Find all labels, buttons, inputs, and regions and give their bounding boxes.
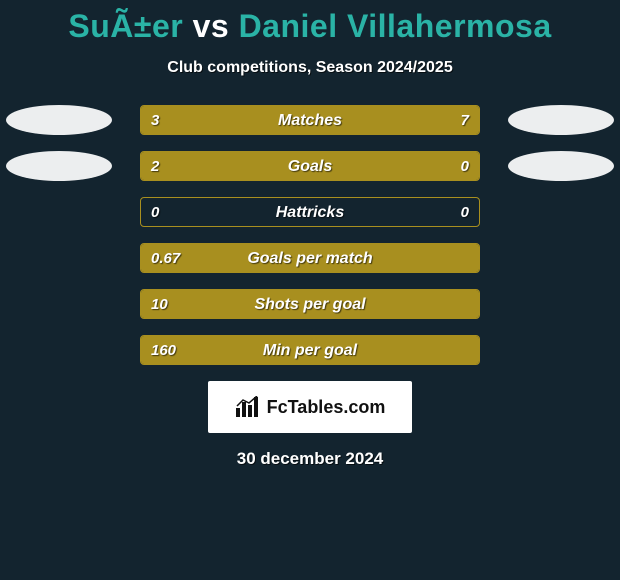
player-b-avatar — [508, 151, 614, 181]
brand-bars-icon — [235, 396, 261, 418]
stat-bar-track: 37Matches — [140, 105, 480, 135]
page-title: SuÃ±er vs Daniel Villahermosa — [0, 0, 620, 45]
stat-bar-track: 0.67Goals per match — [140, 243, 480, 273]
stat-row: 0 0Hattricks — [0, 197, 620, 227]
vs-separator: vs — [193, 8, 230, 44]
stat-value-left: 3 — [141, 106, 169, 135]
stat-value-left: 2 — [141, 152, 169, 181]
stat-value-left: 160 — [141, 336, 186, 365]
stat-bar-fill-left — [141, 336, 479, 364]
player-a-name: SuÃ±er — [68, 8, 183, 44]
stat-value-right — [459, 336, 479, 365]
stat-value-left: 10 — [141, 290, 178, 319]
stat-row: 0.67Goals per match — [0, 243, 620, 273]
stat-bar-fill-right — [242, 106, 479, 134]
stat-value-right: 7 — [451, 106, 479, 135]
stat-value-right — [459, 244, 479, 273]
stat-bar-fill-left — [141, 244, 479, 272]
player-b-name: Daniel Villahermosa — [239, 8, 552, 44]
stat-row: 160Min per goal — [0, 335, 620, 365]
player-b-avatar — [508, 105, 614, 135]
brand-text: FcTables.com — [267, 397, 386, 418]
stat-bar-fill-left — [141, 152, 405, 180]
stat-bar-fill-left — [141, 290, 479, 318]
stat-value-left: 0 — [141, 198, 169, 227]
stat-value-left: 0.67 — [141, 244, 190, 273]
subtitle: Club competitions, Season 2024/2025 — [0, 59, 620, 77]
stat-label: Hattricks — [141, 198, 479, 227]
stat-value-right: 0 — [451, 198, 479, 227]
stat-bar-track: 10Shots per goal — [140, 289, 480, 319]
stat-value-right — [459, 290, 479, 319]
brand-badge: FcTables.com — [208, 381, 412, 433]
player-a-avatar — [6, 151, 112, 181]
stat-value-right: 0 — [451, 152, 479, 181]
player-a-avatar — [6, 105, 112, 135]
stat-row: 10Shots per goal — [0, 289, 620, 319]
stat-row: 37Matches — [0, 105, 620, 135]
date-label: 30 december 2024 — [0, 449, 620, 469]
stat-bar-track: 0 0Hattricks — [140, 197, 480, 227]
stat-row: 20Goals — [0, 151, 620, 181]
comparison-chart: 37Matches20Goals00Hattricks0.67Goals per… — [0, 105, 620, 365]
stat-bar-track: 20Goals — [140, 151, 480, 181]
stat-bar-track: 160Min per goal — [140, 335, 480, 365]
